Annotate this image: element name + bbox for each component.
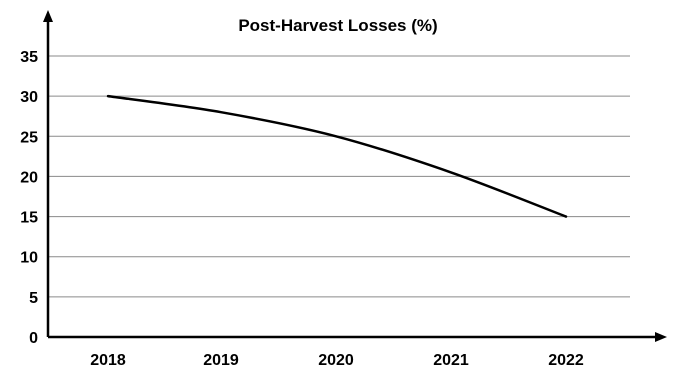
x-tick-label: 2020 — [318, 352, 354, 369]
x-axis-ticks: 2018 2019 2020 2021 2022 — [90, 352, 584, 369]
y-tick-label: 30 — [20, 89, 38, 106]
x-tick-label: 2022 — [548, 352, 584, 369]
y-axis-ticks: 0 5 10 15 20 25 30 35 — [20, 49, 38, 347]
series-layer — [106, 94, 568, 218]
x-tick-label: 2018 — [90, 352, 126, 369]
series-line — [106, 94, 568, 218]
y-tick-label: 10 — [20, 250, 38, 267]
gridlines — [48, 55, 630, 298]
y-tick-label: 25 — [20, 129, 38, 146]
y-tick-label: 20 — [20, 169, 38, 186]
x-tick-label: 2021 — [433, 352, 469, 369]
y-axis-arrow — [43, 10, 53, 22]
y-tick-label: 5 — [29, 290, 38, 307]
y-tick-label: 35 — [20, 49, 38, 66]
chart-title: Post-Harvest Losses (%) — [238, 16, 437, 35]
y-tick-label: 0 — [29, 330, 38, 347]
x-tick-label: 2019 — [203, 352, 239, 369]
y-tick-label: 15 — [20, 210, 38, 227]
x-axis-arrow — [655, 332, 667, 342]
